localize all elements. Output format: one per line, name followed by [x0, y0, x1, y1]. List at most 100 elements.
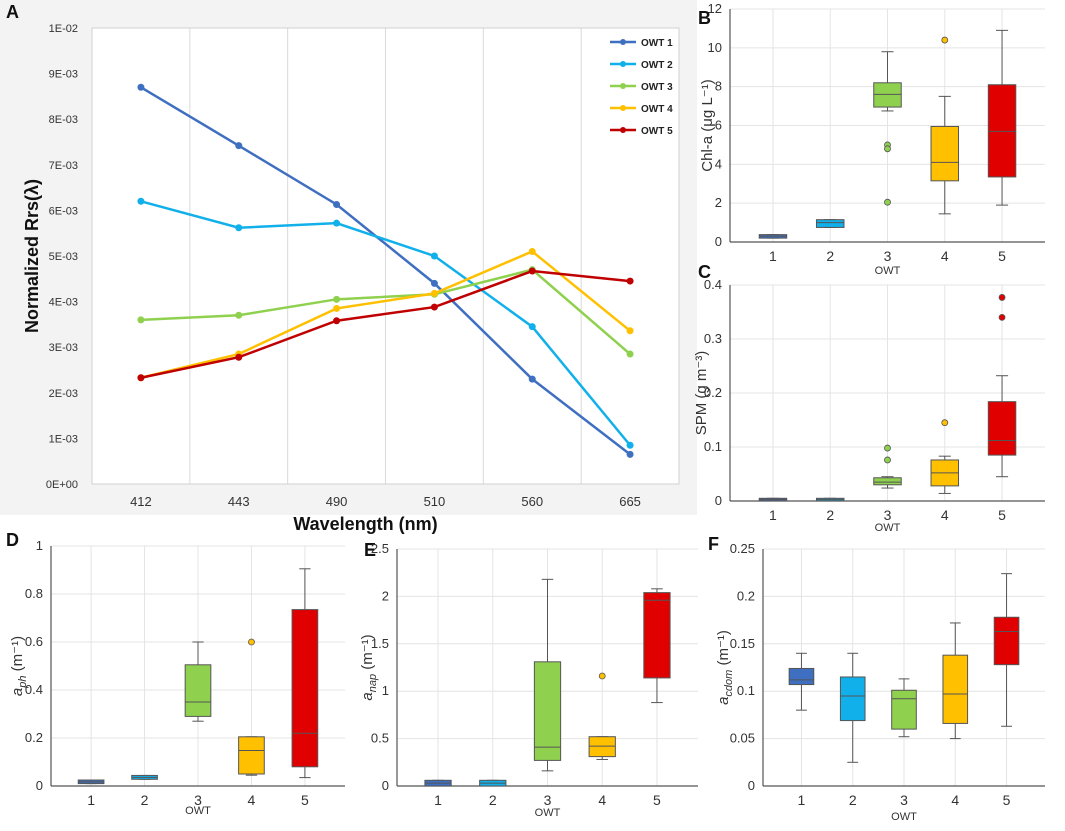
y-tick-label: 2 — [382, 588, 389, 603]
y-tick-label: 7E-03 — [49, 160, 78, 172]
y-tick-label: 6E-03 — [49, 205, 78, 217]
x-tick-label: 4 — [598, 792, 606, 808]
series-line-owt-1 — [140, 86, 631, 456]
y-tick-label: 0.2 — [704, 385, 722, 400]
panel-label-f: F — [708, 534, 719, 554]
legend-entry: OWT 1 — [641, 38, 673, 49]
y-tick-label: 9E-03 — [49, 69, 78, 81]
outlier-point — [998, 313, 1006, 321]
data-point-owt-3 — [626, 350, 634, 358]
x-tick-label: 510 — [424, 494, 446, 509]
box-owt-4 — [238, 736, 265, 775]
outlier-point — [998, 294, 1006, 301]
x-tick-label: 1 — [798, 792, 806, 808]
y-tick-label: 2.5 — [371, 541, 389, 556]
series-line-owt-5 — [140, 269, 631, 379]
y-tick-label: 0.05 — [730, 731, 755, 746]
y-tick-label: 0.15 — [730, 636, 755, 651]
x-tick-label: 412 — [130, 494, 152, 509]
plot-frame — [91, 27, 680, 485]
y-tick-label: 1E-02 — [49, 23, 78, 35]
data-point-owt-5 — [430, 303, 438, 311]
box-owt-3 — [533, 661, 562, 761]
data-point-owt-2 — [626, 441, 634, 449]
y-tick-label: 12 — [708, 1, 722, 16]
data-point-owt-5 — [333, 317, 341, 325]
y-tick-label: 1.5 — [371, 636, 389, 651]
y-tick-label: 1 — [382, 683, 389, 698]
data-point-owt-2 — [528, 323, 536, 331]
panel-label-d: D — [6, 530, 19, 550]
y-tick-label: 0 — [382, 778, 389, 793]
box-owt-1 — [788, 667, 815, 686]
box-owt-5 — [291, 609, 319, 768]
x-axis-label: OWT — [185, 805, 211, 817]
x-tick-label: 2 — [826, 507, 834, 523]
x-tick-label: 4 — [941, 248, 949, 264]
x-tick-label: 1 — [434, 792, 442, 808]
panel-label-a: A — [6, 2, 19, 22]
series-line-owt-4 — [140, 249, 631, 379]
y-tick-label: 4E-03 — [49, 297, 78, 309]
box-owt-3 — [184, 664, 212, 717]
x-tick-label: 1 — [87, 792, 95, 808]
data-point-owt-1 — [626, 450, 634, 458]
legend-marker-owt-3 — [620, 83, 626, 89]
legend-marker-owt-1 — [620, 39, 626, 45]
x-axis-label: OWT — [875, 522, 901, 534]
y-axis-label: SPM (g m⁻³) — [693, 351, 710, 436]
y-tick-label: 0 — [36, 778, 43, 793]
data-point-owt-4 — [626, 327, 634, 335]
y-tick-label: 5E-03 — [49, 251, 78, 263]
y-tick-label: 3E-03 — [49, 342, 78, 354]
y-axis-label: acdom (m⁻¹) — [715, 630, 735, 705]
x-tick-label: 2 — [826, 248, 834, 264]
outlier-point — [884, 456, 891, 464]
legend-entry: OWT 5 — [641, 126, 673, 137]
x-tick-label: 5 — [998, 248, 1006, 264]
x-tick-label: 5 — [653, 792, 661, 808]
data-point-owt-4 — [333, 304, 341, 312]
x-tick-label: 3 — [884, 248, 892, 264]
x-tick-label: 1 — [769, 248, 777, 264]
box-owt-5 — [993, 616, 1020, 666]
legend-entry: OWT 3 — [641, 82, 673, 93]
series-line-owt-2 — [140, 200, 632, 447]
y-tick-label: 4 — [715, 156, 722, 171]
y-tick-label: 0 — [715, 493, 722, 508]
y-axis-label: aph (m⁻¹) — [9, 636, 29, 696]
x-axis-label: OWT — [535, 807, 561, 819]
y-tick-label: 0.1 — [704, 439, 722, 454]
box-owt-5 — [643, 592, 671, 679]
legend-marker-owt-4 — [620, 105, 626, 111]
x-tick-label: 3 — [884, 507, 892, 523]
y-tick-label: 0 — [715, 234, 722, 249]
data-point-owt-5 — [235, 353, 243, 361]
data-point-owt-1 — [430, 279, 438, 287]
x-tick-label: 4 — [951, 792, 959, 808]
y-tick-label: 0.5 — [371, 731, 389, 746]
x-tick-label: 3 — [900, 792, 908, 808]
x-axis-label: OWT — [875, 265, 901, 277]
data-point-owt-2 — [430, 252, 438, 260]
x-tick-label: 3 — [194, 792, 202, 808]
box-owt-2 — [815, 219, 845, 228]
data-point-owt-3 — [137, 316, 145, 324]
legend-entry: OWT 2 — [641, 60, 673, 71]
x-tick-label: 490 — [326, 494, 348, 509]
outlier-point — [248, 638, 255, 646]
x-tick-label: 2 — [489, 792, 497, 808]
y-tick-label: 8 — [715, 79, 722, 94]
box-owt-4 — [942, 654, 969, 724]
y-tick-label: 8E-03 — [49, 114, 78, 126]
x-tick-label: 1 — [769, 507, 777, 523]
a-cdom-boxplot: 0 0.05 0.1 0.15 0.2 0.25 1 2 3 4 5 OWT acdom (m⁻¹) — [715, 541, 1045, 823]
outlier-point — [884, 198, 891, 206]
outlier-point — [598, 672, 606, 680]
legend-marker-owt-2 — [620, 61, 626, 67]
spm-boxplot: 0 0.1 0.2 0.3 0.4 1 2 3 4 5 OWT SPM (g m⁻³) — [693, 277, 1045, 534]
y-tick-label: 0.4 — [704, 277, 722, 292]
data-point-owt-1 — [528, 375, 536, 383]
